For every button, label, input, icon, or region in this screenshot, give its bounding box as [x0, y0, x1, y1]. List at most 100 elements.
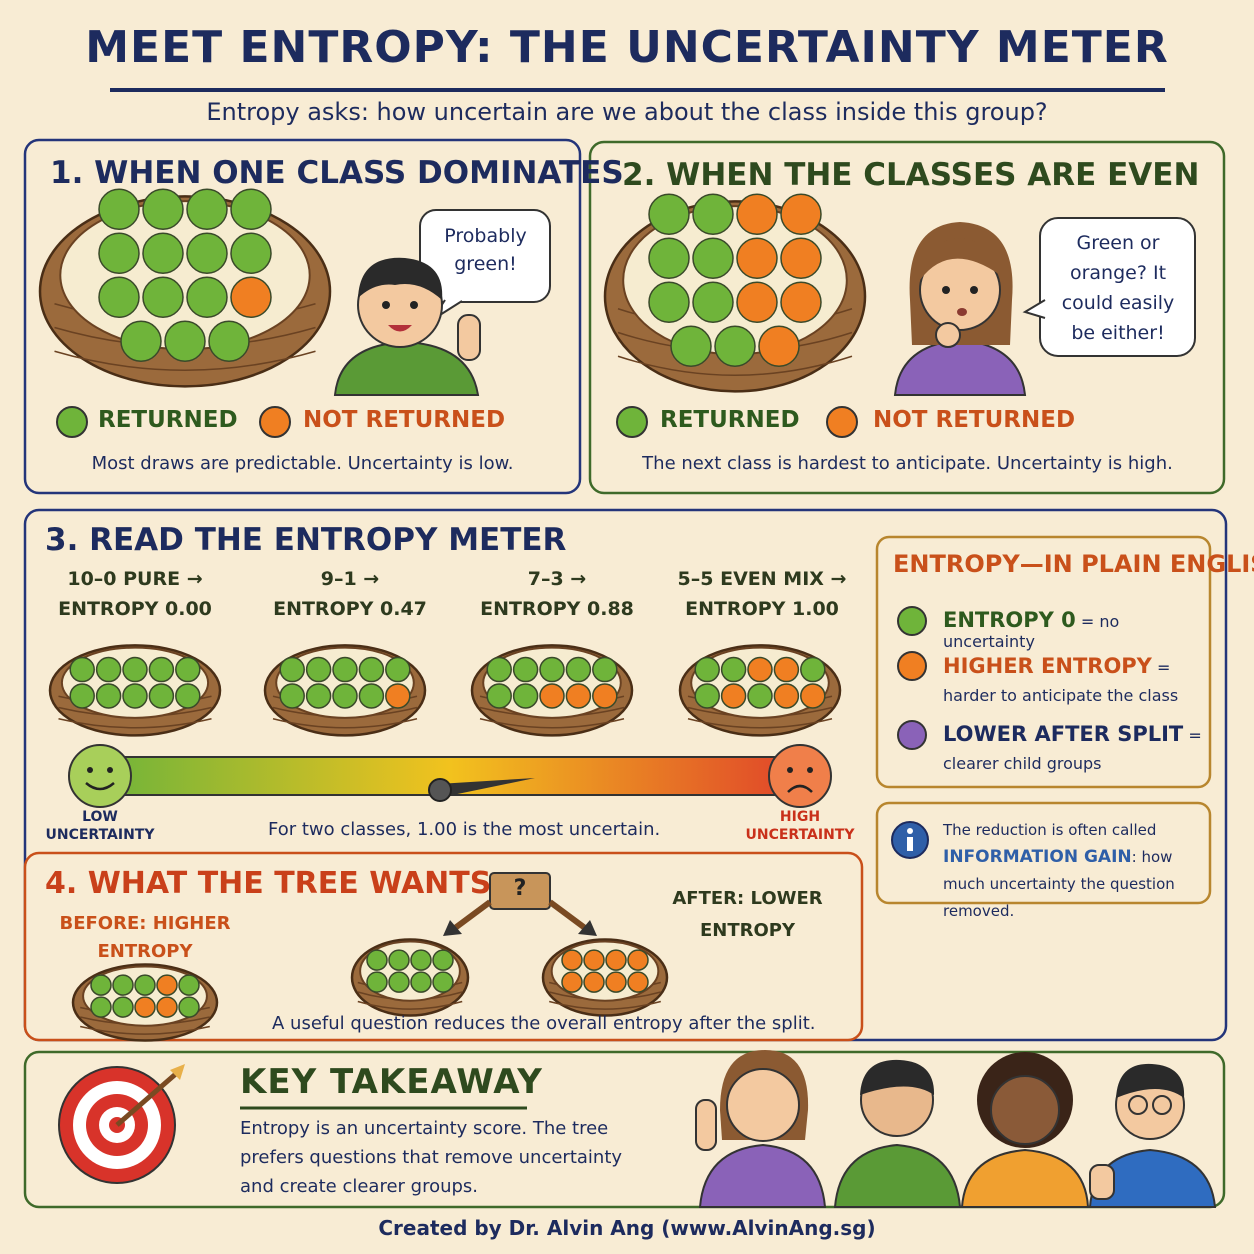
- ball: [175, 683, 201, 709]
- basket-entropy: ENTROPY 1.00: [685, 598, 839, 620]
- ball: [142, 232, 184, 274]
- ball: [605, 971, 627, 993]
- box-border: [875, 801, 1212, 905]
- ball: [694, 683, 720, 709]
- meter-high-label: HIGH UNCERTAINTY: [745, 809, 855, 843]
- ball: [69, 656, 95, 683]
- ball: [178, 974, 200, 996]
- ball: [539, 656, 565, 683]
- ball: [120, 320, 162, 362]
- ball: [539, 683, 565, 709]
- woman-illustration: [893, 222, 1027, 396]
- ball: [410, 971, 432, 993]
- ball: [432, 971, 454, 993]
- ball: [410, 949, 432, 971]
- panel-border: [23, 1050, 1226, 1209]
- ball: [358, 656, 385, 683]
- meter-note: For two classes, 1.00 is the most uncert…: [268, 819, 661, 840]
- ball: [736, 193, 778, 235]
- basket-weave: [549, 1000, 661, 1010]
- title: MEET ENTROPY: THE UNCERTAINTY METER: [85, 22, 1169, 73]
- panel-title: 4. WHAT THE TREE WANTS: [45, 866, 492, 901]
- ball: [230, 188, 272, 230]
- basket: [263, 644, 427, 737]
- ball: [90, 974, 112, 996]
- basket-weave: [479, 718, 625, 729]
- ball: [432, 949, 454, 971]
- ball: [208, 320, 250, 362]
- info-icon: [891, 821, 929, 859]
- ball: [98, 188, 140, 230]
- boy-illustration: [333, 257, 481, 396]
- legend-dot: [897, 606, 927, 636]
- ball: [565, 656, 592, 683]
- entropy-meter: [68, 744, 832, 808]
- speech-bubble: [1039, 217, 1196, 357]
- info-after: : how much uncertainty the question remo…: [943, 848, 1175, 920]
- ball: [388, 949, 410, 971]
- ball: [305, 683, 332, 709]
- ball: [720, 683, 747, 709]
- question-mark: ?: [513, 876, 527, 901]
- ball: [358, 683, 385, 709]
- ball: [565, 683, 592, 709]
- legend-dot: [259, 406, 291, 438]
- ball: [561, 949, 583, 971]
- legend-label: NOT RETURNED: [303, 407, 506, 433]
- basket-weave: [58, 718, 212, 729]
- basket: [603, 193, 867, 393]
- ball: [178, 996, 200, 1018]
- ball: [186, 276, 228, 318]
- ball: [95, 656, 122, 683]
- ball: [780, 281, 822, 323]
- ball: [142, 276, 184, 318]
- target-icon: [58, 1064, 185, 1184]
- plain-item: HIGHER ENTROPY = harder to anticipate th…: [943, 652, 1205, 710]
- plain-term: HIGHER ENTROPY: [943, 654, 1152, 678]
- speech-text: Probably green!: [444, 225, 527, 275]
- footer: Created by Dr. Alvin Ang (www.AlvinAng.s…: [378, 1216, 876, 1240]
- ball: [592, 656, 618, 683]
- ball: [148, 683, 175, 709]
- ball: [561, 971, 583, 993]
- ball: [122, 683, 148, 709]
- basket-weave: [272, 718, 418, 729]
- basket: [71, 963, 219, 1042]
- plain-text: = no uncertainty: [943, 612, 1120, 651]
- ball: [692, 281, 734, 323]
- ball: [648, 237, 690, 279]
- basket: [541, 938, 669, 1017]
- basket-weave: [80, 1025, 210, 1035]
- caption: The next class is hardest to anticipate.…: [642, 453, 1173, 474]
- ball: [385, 683, 411, 709]
- ball: [90, 996, 112, 1018]
- ball: [648, 281, 690, 323]
- ball: [148, 656, 175, 683]
- box-title: ENTROPY—IN PLAIN ENGLISH: [893, 550, 1254, 578]
- basket: [48, 644, 222, 737]
- basket-mix: 7–3 →: [527, 568, 587, 590]
- ball: [714, 325, 756, 367]
- ball: [385, 656, 411, 683]
- caption: Most draws are predictable. Uncertainty …: [91, 453, 514, 474]
- basket-mix: 10–0 PURE →: [67, 568, 203, 590]
- ball: [366, 971, 388, 993]
- ball: [758, 325, 800, 367]
- panel-title: 1. WHEN ONE CLASS DOMINATES: [50, 155, 624, 191]
- plain-term: LOWER AFTER SPLIT: [943, 722, 1184, 746]
- ball: [800, 683, 826, 709]
- basket-entropy: ENTROPY 0.00: [58, 598, 212, 620]
- legend-dot: [897, 720, 927, 750]
- bubble-tail: [1022, 299, 1046, 319]
- ball: [142, 188, 184, 230]
- info-term: INFORMATION GAIN: [943, 847, 1132, 867]
- ball: [720, 656, 747, 683]
- panel-title: 3. READ THE ENTROPY METER: [45, 522, 567, 558]
- basket-weave: [687, 718, 833, 729]
- ball: [736, 281, 778, 323]
- ball: [69, 683, 95, 709]
- ball: [486, 656, 512, 683]
- panel-border: [23, 138, 582, 495]
- ball: [366, 949, 388, 971]
